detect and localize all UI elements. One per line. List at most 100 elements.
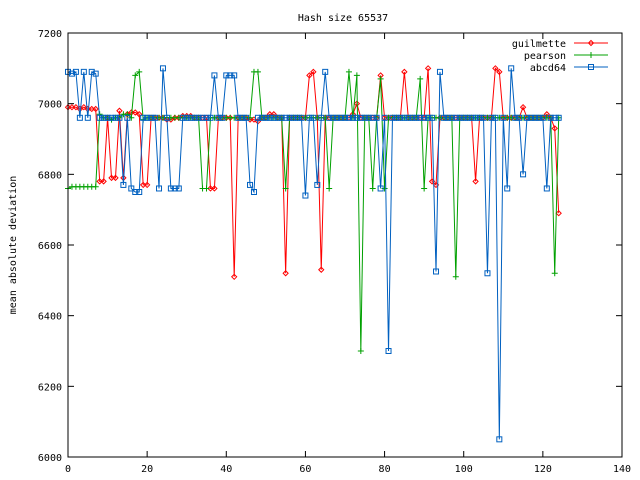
- data-point: [314, 181, 321, 188]
- data-point: [88, 68, 95, 75]
- data-point: [254, 68, 261, 75]
- data-point: [357, 348, 364, 354]
- data-point: [215, 114, 222, 121]
- data-point: [128, 185, 135, 192]
- data-point: [143, 181, 151, 189]
- data-point: [353, 72, 360, 79]
- data-point: [80, 68, 87, 75]
- data-point: [330, 114, 337, 121]
- data-point: [492, 65, 499, 72]
- data-point: [429, 114, 436, 121]
- data-point: [476, 114, 483, 121]
- data-point: [211, 185, 218, 192]
- data-point: [452, 273, 459, 280]
- data-point: [318, 266, 325, 273]
- x-tick-label: 80: [379, 464, 391, 475]
- data-point: [136, 111, 143, 118]
- data-point: [250, 189, 257, 195]
- data-point: [381, 114, 388, 121]
- data-point: [179, 114, 186, 121]
- y-tick-label: 6600: [38, 241, 62, 252]
- data-point: [326, 114, 333, 121]
- data-point: [132, 72, 139, 79]
- data-point: [353, 114, 360, 121]
- data-point: [290, 114, 297, 121]
- data-point: [433, 268, 440, 275]
- data-point: [132, 189, 139, 195]
- data-point: [492, 114, 499, 121]
- data-point: [508, 65, 515, 72]
- data-point: [397, 114, 404, 121]
- data-point: [504, 185, 511, 192]
- data-point: [547, 114, 554, 121]
- data-point: [112, 114, 119, 121]
- data-point: [484, 270, 491, 277]
- x-tick-label: 120: [534, 464, 552, 475]
- data-point: [96, 114, 103, 121]
- data-point: [120, 181, 127, 188]
- series-layer: [64, 65, 562, 443]
- data-point: [444, 114, 451, 121]
- data-point: [112, 174, 119, 182]
- data-point: [306, 72, 313, 79]
- data-point: [357, 114, 364, 121]
- data-point: [156, 185, 163, 192]
- plot-frame: [67, 32, 623, 458]
- data-point: [543, 185, 550, 192]
- data-point: [385, 348, 392, 354]
- data-point: [377, 75, 384, 82]
- data-point: [421, 114, 428, 121]
- data-point: [531, 114, 538, 121]
- x-tick-label: 40: [220, 464, 232, 475]
- data-point: [247, 181, 254, 188]
- data-point: [535, 114, 542, 121]
- data-point: [440, 114, 447, 121]
- y-tick-label: 7000: [38, 100, 62, 111]
- data-point: [326, 185, 333, 192]
- data-point: [436, 68, 443, 75]
- data-point: [294, 114, 301, 121]
- data-point: [84, 114, 91, 121]
- data-point: [76, 105, 84, 113]
- data-point: [219, 114, 226, 121]
- data-point: [413, 114, 420, 121]
- x-tick-label: 60: [299, 464, 311, 475]
- data-point: [104, 114, 111, 121]
- y-tick-label: 7200: [38, 29, 62, 40]
- data-point: [171, 185, 178, 192]
- data-point: [500, 114, 507, 121]
- data-point: [68, 70, 75, 77]
- data-point: [425, 114, 432, 121]
- data-point: [322, 114, 329, 121]
- data-point: [235, 114, 242, 121]
- data-point: [80, 103, 88, 111]
- data-point: [365, 114, 372, 121]
- x-tick-label: 0: [65, 464, 71, 475]
- data-point: [187, 114, 194, 121]
- data-point: [108, 114, 115, 121]
- data-point: [231, 72, 238, 79]
- data-point: [401, 114, 408, 121]
- axis-ticks: 0 20 40 60 80 100 120 140 6000 6200 6400 6600 6800 70…: [38, 29, 631, 475]
- data-point: [424, 65, 432, 72]
- data-point: [136, 68, 143, 75]
- data-point: [116, 114, 123, 121]
- data-point: [191, 114, 198, 121]
- data-point: [496, 68, 503, 76]
- data-point: [334, 114, 341, 121]
- data-point: [124, 111, 131, 118]
- legend-label: abcd64: [530, 63, 566, 74]
- data-point: [175, 185, 182, 192]
- data-point: [345, 114, 352, 121]
- data-point: [254, 114, 261, 121]
- data-point: [520, 171, 527, 178]
- data-point: [183, 114, 190, 121]
- data-point: [270, 114, 277, 121]
- data-point: [92, 105, 99, 113]
- data-point: [76, 114, 83, 121]
- data-point: [405, 114, 412, 121]
- data-point: [373, 114, 380, 121]
- legend-swatch-marker: [588, 64, 594, 70]
- data-point: [203, 185, 210, 192]
